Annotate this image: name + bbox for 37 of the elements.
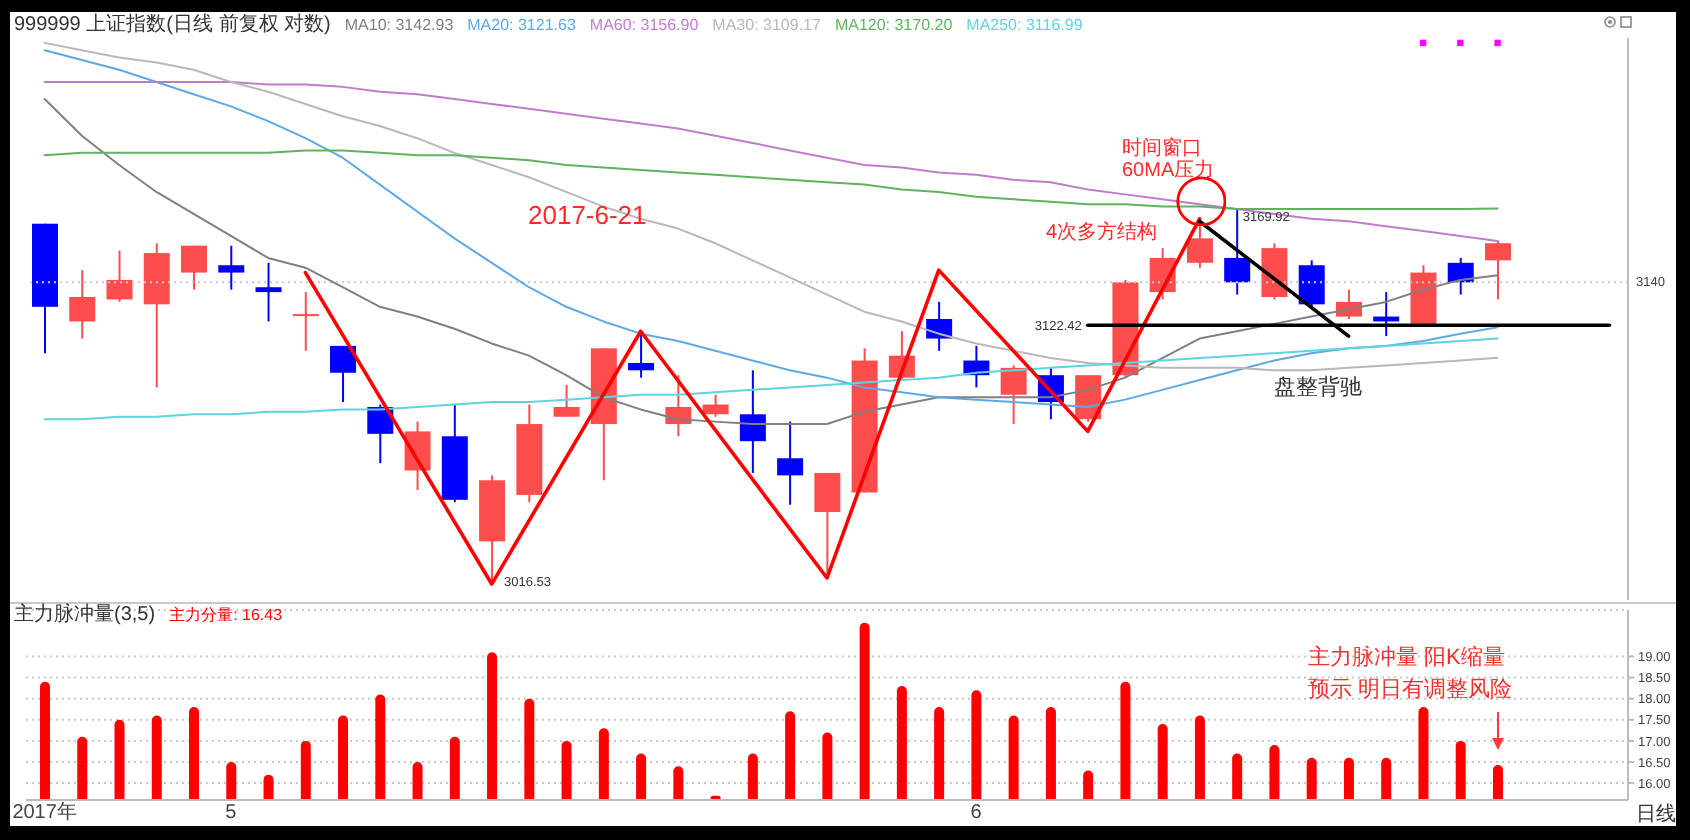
text: MA10: 3142.93 bbox=[344, 14, 454, 38]
candlestick bbox=[1484, 239, 1511, 301]
candlestick bbox=[814, 471, 841, 580]
candlestick bbox=[292, 291, 319, 352]
annotation: 盘整背驰 bbox=[1274, 376, 1362, 402]
candlestick bbox=[628, 330, 655, 379]
candlestick bbox=[553, 383, 580, 418]
candlestick bbox=[702, 393, 729, 418]
candlestick bbox=[1000, 364, 1027, 426]
annotation: 时间窗口 bbox=[1122, 138, 1202, 160]
x-tick-label: 5 bbox=[225, 802, 238, 825]
chart-title: 999999 上证指数(日线 前复权 对数) bbox=[14, 14, 331, 38]
text: 日线 bbox=[1636, 804, 1676, 827]
candlestick bbox=[330, 344, 357, 404]
text: MA60: 3156.90 bbox=[589, 14, 699, 38]
text: 主力分量: 16.43 bbox=[169, 604, 283, 628]
candlestick bbox=[777, 420, 804, 506]
candlestick bbox=[69, 269, 96, 340]
candlestick bbox=[181, 244, 208, 291]
annotation: 2017-6-21 bbox=[528, 200, 647, 232]
text: MA30: 3109.17 bbox=[712, 14, 821, 38]
candlestick bbox=[1298, 259, 1325, 311]
annotation: 4次多方结构 bbox=[1046, 222, 1158, 245]
x-tick-label: 6 bbox=[970, 802, 983, 825]
candlestick bbox=[106, 249, 133, 303]
annotation: 预示 明日有调整风险 bbox=[1308, 678, 1513, 705]
annotation: 主力脉冲量 阳K缩量 bbox=[1308, 645, 1505, 672]
x-tick-label: 2017年 bbox=[12, 800, 77, 825]
candlestick bbox=[926, 300, 953, 352]
chart-title: 主力脉冲量(3,5) bbox=[14, 604, 156, 628]
candlestick bbox=[255, 261, 282, 323]
text: MA120: 3170.20 bbox=[834, 14, 953, 38]
text: MA250: 3116.99 bbox=[966, 14, 1083, 38]
annotation: 60MA压力 bbox=[1122, 159, 1215, 182]
candlestick bbox=[218, 244, 245, 291]
text: MA20: 3121.63 bbox=[467, 14, 576, 38]
candlestick bbox=[739, 369, 766, 474]
